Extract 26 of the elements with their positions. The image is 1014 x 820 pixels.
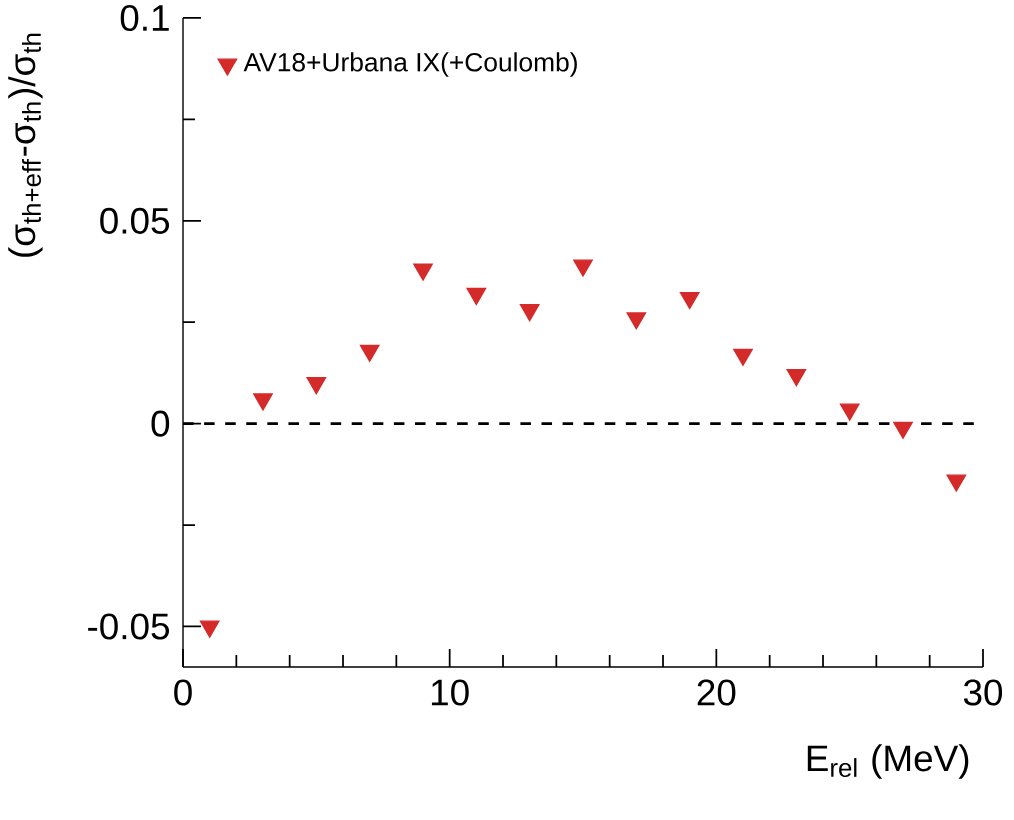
x-tick-label: 20 bbox=[697, 679, 736, 706]
legend-label: AV18+Urbana IX(+Coulomb) bbox=[243, 52, 577, 77]
point bbox=[413, 263, 433, 281]
point bbox=[839, 403, 860, 421]
y-tick-label: 0.1 bbox=[120, 4, 169, 32]
x-axis-title: E$_{rel}$ (MeV) bbox=[807, 744, 969, 779]
y-tick-label: -0.05 bbox=[88, 613, 170, 640]
point bbox=[946, 474, 967, 492]
y-tick-label: 0.05 bbox=[100, 207, 170, 234]
point bbox=[733, 348, 753, 366]
point bbox=[679, 291, 700, 310]
point bbox=[306, 377, 327, 395]
point bbox=[519, 304, 540, 322]
point bbox=[893, 421, 913, 439]
x-tick-label: 10 bbox=[431, 679, 469, 706]
x-tick-label: 30 bbox=[963, 679, 1003, 706]
y-tick-label: 0 bbox=[151, 410, 170, 437]
point bbox=[253, 393, 273, 411]
point bbox=[359, 344, 380, 362]
x-tick-label: 0 bbox=[174, 679, 192, 706]
point bbox=[626, 312, 647, 330]
y-axis-title: (σ$_{th+eff}$-σ$_{th}$)/σ$_{th}$ bbox=[8, 33, 43, 257]
point bbox=[466, 287, 487, 306]
point bbox=[199, 620, 220, 638]
point bbox=[573, 259, 593, 277]
point bbox=[786, 368, 807, 387]
